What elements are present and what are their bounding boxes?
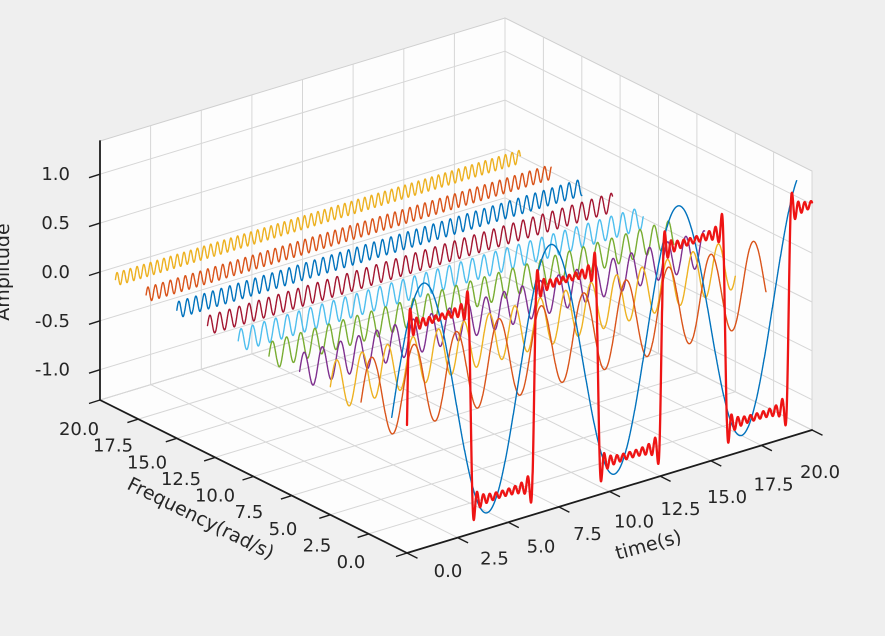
- x-tick-label: 17.5: [753, 474, 793, 495]
- tick-marks: [88, 173, 823, 559]
- series-harmonic-n-3: [360, 240, 767, 435]
- series-harmonic-n-19: [114, 149, 522, 286]
- y-tick-label: 0.0: [337, 552, 366, 573]
- z-tick-label: 0.5: [41, 213, 70, 234]
- y-tick-label: 10.0: [195, 486, 235, 507]
- y-tick-label: 2.5: [303, 535, 332, 556]
- series-harmonic-n-11: [237, 208, 644, 351]
- y-tick-label: 15.0: [127, 452, 167, 473]
- z-tick-label: 0.0: [41, 262, 70, 283]
- z-tick-label: -0.5: [35, 311, 70, 332]
- x-tick-label: 7.5: [573, 524, 602, 545]
- y-tick-label: 20.0: [59, 419, 99, 440]
- x-tick-label: 10.0: [614, 512, 654, 533]
- series-harmonic-n-13: [206, 192, 614, 334]
- y-tick-label: 7.5: [235, 502, 264, 523]
- x-tick-label: 0.0: [434, 561, 463, 582]
- z-axis-label: Amplitude: [0, 223, 14, 320]
- data-curves: [114, 149, 814, 522]
- x-tick-label: 2.5: [480, 549, 509, 570]
- z-tick-label: -1.0: [35, 360, 70, 381]
- y-tick-label: 5.0: [269, 519, 298, 540]
- y-tick-label: 17.5: [93, 436, 133, 457]
- x-tick-label: 20.0: [800, 462, 840, 483]
- x-tick-label: 5.0: [527, 536, 556, 557]
- y-tick-label: 12.5: [161, 469, 201, 490]
- series-harmonic-n-1: [391, 180, 798, 514]
- series-harmonic-n-17: [145, 165, 552, 302]
- series-harmonic-n-15: [176, 179, 583, 318]
- x-tick-label: 15.0: [707, 487, 747, 508]
- x-tick-label: 12.5: [660, 499, 700, 520]
- series-harmonic-n-5: [329, 243, 736, 407]
- series-square-wave-sum: [405, 191, 814, 522]
- tick-labels: 0.02.55.07.510.012.515.017.520.020.017.5…: [35, 164, 840, 582]
- z-tick-label: 1.0: [41, 164, 70, 185]
- series-harmonic-n-9: [268, 220, 675, 368]
